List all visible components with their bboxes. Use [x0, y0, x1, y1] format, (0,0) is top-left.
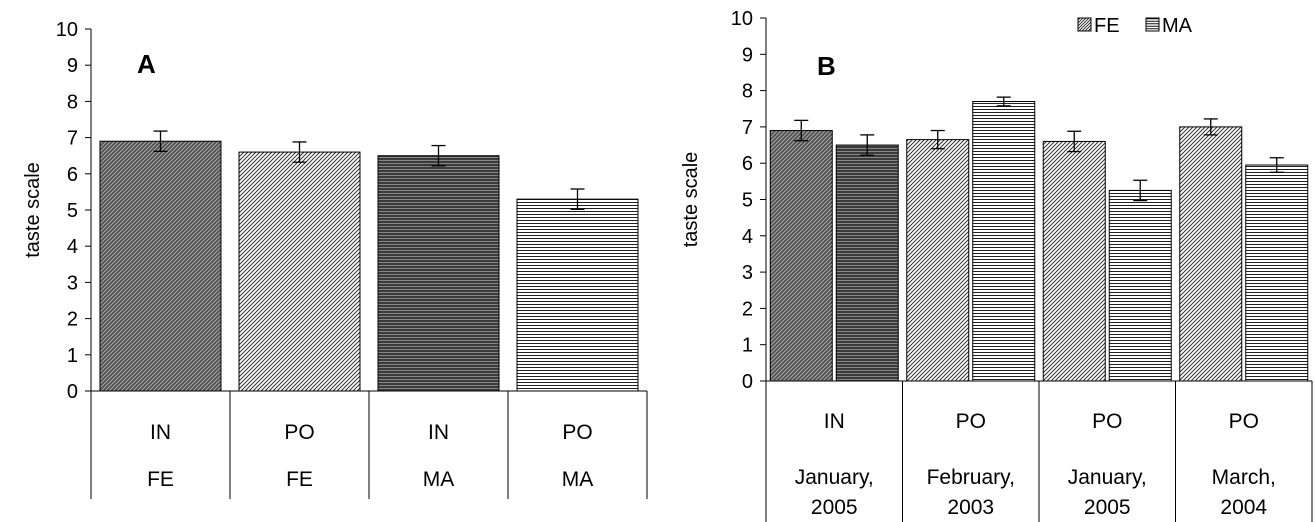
- x-date-month-label: January,: [1068, 466, 1147, 489]
- y-tick-label: 8: [67, 91, 78, 113]
- x-group-label: MA: [562, 468, 594, 491]
- y-tick-label: 0: [742, 371, 753, 393]
- x-category-label: IN: [824, 410, 845, 433]
- y-axis-title: taste scale: [22, 162, 44, 258]
- x-category-label: IN: [428, 421, 449, 444]
- bar-fe: [769, 130, 833, 382]
- legend-label: FE: [1094, 15, 1120, 37]
- y-tick-label: 2: [742, 298, 753, 320]
- x-category-label: PO: [956, 410, 986, 433]
- bar-fe: [1179, 126, 1243, 382]
- y-tick-label: 0: [67, 381, 78, 403]
- x-group-label: FE: [286, 468, 313, 491]
- legend-swatch-ma: [1145, 17, 1160, 32]
- bar-fe: [906, 139, 970, 382]
- y-axis-title: taste scale: [680, 152, 702, 248]
- y-tick-label: 7: [67, 128, 78, 150]
- bar: [377, 155, 500, 392]
- chart-panel-a: 0 1 2 3 4 5 6 7 8 9 10 taste scale A IN FE PO FE IN MA PO MA: [22, 19, 648, 499]
- y-tick-label: 4: [67, 236, 78, 258]
- x-date-month-label: January,: [795, 466, 874, 489]
- x-category-label: IN: [150, 421, 171, 444]
- legend-swatch-fe: [1077, 17, 1092, 32]
- panel-label: B: [817, 51, 836, 81]
- x-category-label: PO: [284, 421, 314, 444]
- y-tick-label: 8: [742, 81, 753, 103]
- x-date-year-label: 2004: [1220, 496, 1267, 519]
- panel-label: A: [137, 49, 156, 79]
- x-group-label: FE: [147, 468, 174, 491]
- y-tick-label: 7: [742, 117, 753, 139]
- x-category-label: PO: [562, 421, 592, 444]
- x-category-label: PO: [1092, 410, 1122, 433]
- bar-fe: [1042, 140, 1106, 382]
- y-tick-label: 6: [742, 153, 753, 175]
- bar-ma: [1245, 164, 1309, 382]
- y-tick-label: 10: [56, 19, 78, 41]
- y-tick-label: 4: [742, 226, 753, 248]
- legend-label: MA: [1162, 15, 1193, 37]
- bar-ma: [972, 100, 1036, 382]
- y-tick-label: 2: [67, 309, 78, 331]
- x-category-label: PO: [1229, 410, 1259, 433]
- bar-ma: [1108, 189, 1172, 382]
- y-tick-label: 10: [731, 8, 753, 30]
- y-tick-label: 3: [742, 262, 753, 284]
- bar: [516, 198, 639, 392]
- x-group-label: MA: [423, 468, 455, 491]
- y-tick-label: 3: [67, 272, 78, 294]
- y-tick-label: 5: [742, 190, 753, 212]
- x-date-year-label: 2005: [811, 496, 858, 519]
- y-tick-label: 1: [67, 345, 78, 367]
- y-tick-label: 5: [67, 200, 78, 222]
- x-date-year-label: 2003: [947, 496, 994, 519]
- x-date-year-label: 2005: [1084, 496, 1131, 519]
- y-tick-label: 9: [67, 55, 78, 77]
- x-date-month-label: March,: [1212, 466, 1276, 489]
- y-tick-label: 6: [67, 164, 78, 186]
- chart-panel-b: 0 1 2 3 4 5 6 7 8 9 10 taste scale B FE MA IN January, 20…: [680, 8, 1313, 522]
- y-tick-label: 1: [742, 335, 753, 357]
- bar: [99, 140, 222, 392]
- y-tick-label: 9: [742, 44, 753, 66]
- bar: [238, 151, 361, 392]
- bar-ma: [835, 144, 899, 382]
- x-date-month-label: February,: [927, 466, 1015, 489]
